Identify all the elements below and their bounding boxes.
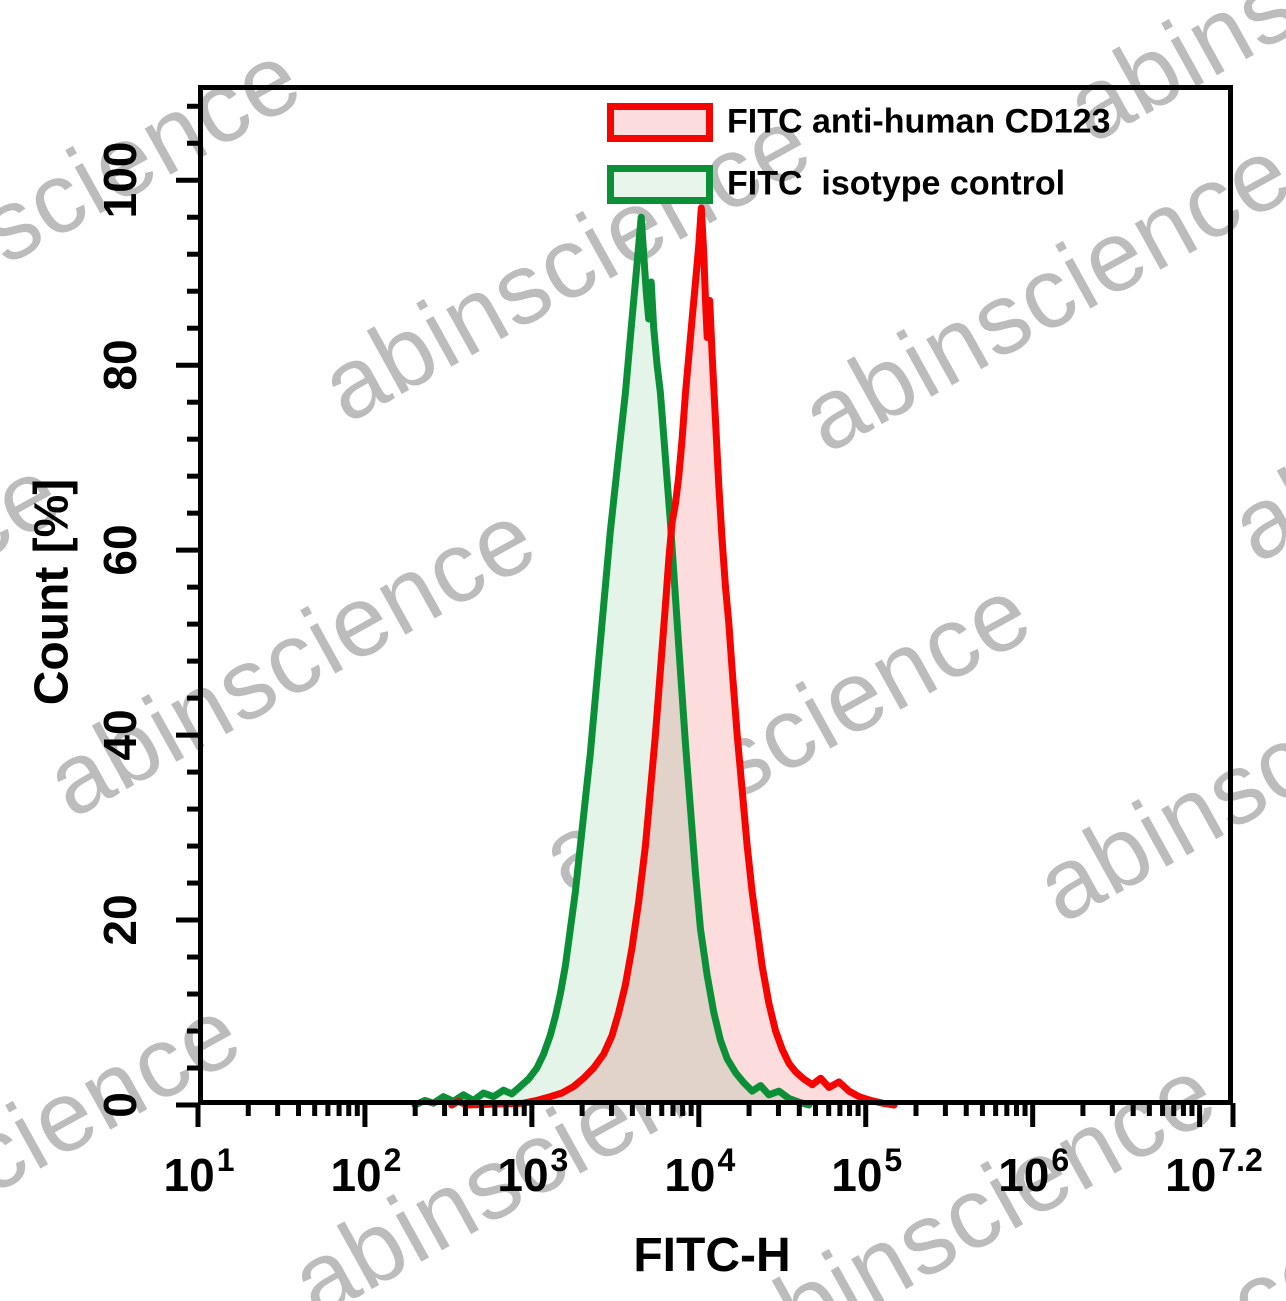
histogram-fill-isotype <box>415 217 809 1105</box>
plot-frame <box>198 85 1233 1105</box>
histogram-line-cd123 <box>448 204 898 1109</box>
histogram-line-isotype <box>411 213 813 1109</box>
histogram-fill-cd123 <box>451 208 895 1105</box>
